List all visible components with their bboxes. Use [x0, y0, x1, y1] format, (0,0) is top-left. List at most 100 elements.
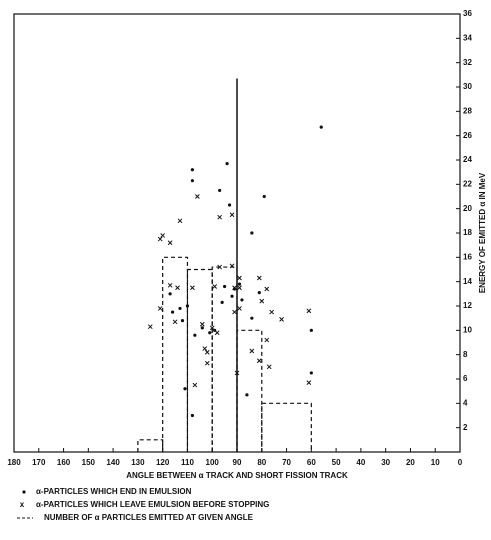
point — [180, 319, 185, 323]
x-axis-label: ANGLE BETWEEN α TRACK AND SHORT FISSION … — [126, 471, 348, 480]
point — [264, 337, 270, 343]
x-tick-label: 70 — [282, 458, 291, 467]
point — [167, 240, 173, 246]
y-tick-label: 2 — [463, 423, 468, 432]
y-tick-label: 6 — [463, 374, 468, 383]
point — [234, 370, 240, 376]
point — [227, 203, 232, 207]
y-axis-label: ENERGY OF EMITTED α IN MeV — [478, 172, 487, 293]
legend-marker — [22, 490, 26, 494]
point — [223, 284, 227, 289]
point — [147, 324, 153, 330]
legend-label: α-PARTICLES WHICH LEAVE EMULSION BEFORE … — [36, 500, 269, 509]
point — [157, 236, 163, 242]
point — [250, 231, 254, 235]
point — [229, 212, 235, 218]
x-tick-label: 60 — [307, 458, 316, 467]
x-tick-label: 170 — [32, 458, 46, 467]
point — [157, 306, 163, 311]
point — [256, 275, 262, 281]
y-tick-label: 16 — [463, 252, 472, 261]
point — [266, 364, 272, 370]
histogram-step — [162, 256, 189, 452]
y-tick-label: 34 — [463, 33, 472, 42]
point — [175, 285, 180, 291]
point — [232, 285, 237, 291]
y-tick-label: 24 — [463, 155, 472, 164]
point — [202, 346, 208, 351]
point — [167, 282, 173, 288]
point — [172, 319, 178, 325]
point — [177, 218, 183, 224]
point — [168, 292, 172, 296]
point — [306, 308, 312, 314]
point — [190, 285, 195, 291]
point — [319, 125, 323, 129]
point — [190, 168, 194, 172]
point — [209, 325, 215, 331]
x-tick-label: 120 — [156, 458, 170, 467]
point — [178, 306, 182, 311]
x-tick-label: 10 — [431, 458, 440, 467]
y-tick-label: 14 — [463, 277, 472, 286]
x-tick-label: 30 — [381, 458, 390, 467]
y-tick-label: 4 — [463, 398, 468, 407]
point — [230, 294, 234, 298]
y-tick-label: 28 — [463, 106, 472, 115]
x-tick-label: 40 — [356, 458, 365, 467]
point — [218, 188, 222, 193]
point — [279, 317, 284, 322]
x-tick-label: 110 — [181, 458, 194, 467]
point — [190, 179, 194, 183]
point — [204, 349, 210, 355]
histogram-step — [211, 266, 238, 452]
histogram-step — [186, 268, 213, 452]
point — [245, 393, 249, 397]
point — [214, 330, 220, 336]
point — [229, 263, 235, 269]
x-tick-label: 0 — [458, 458, 463, 467]
point — [264, 286, 270, 292]
point — [232, 309, 237, 315]
point — [237, 285, 242, 291]
legend-label: NUMBER OF α PARTICLES EMITTED AT GIVEN A… — [44, 513, 254, 522]
histogram-step — [137, 439, 164, 452]
y-tick-label: 10 — [463, 325, 472, 334]
point — [195, 194, 200, 199]
point — [225, 162, 229, 166]
y-tick-label: 26 — [463, 131, 472, 140]
x-tick-label: 20 — [406, 458, 415, 467]
x-tick-label: 130 — [131, 458, 145, 467]
point — [237, 275, 242, 281]
y-tick-label: 8 — [463, 350, 468, 359]
point — [220, 300, 224, 304]
x-tick-label: 160 — [57, 458, 71, 467]
y-tick-label: 20 — [463, 204, 472, 213]
point — [200, 326, 204, 330]
y-tick-label: 12 — [463, 301, 472, 310]
histogram-step — [261, 402, 312, 452]
x-tick-label: 100 — [206, 458, 220, 467]
point — [160, 233, 166, 238]
x-tick-label: 90 — [233, 458, 242, 467]
point — [309, 328, 313, 332]
point — [193, 333, 197, 337]
point — [306, 380, 312, 386]
point — [237, 306, 242, 311]
point — [170, 310, 175, 314]
point — [250, 316, 254, 320]
point — [237, 282, 242, 286]
point — [192, 382, 198, 388]
x-tick-label: 140 — [106, 458, 120, 467]
point — [259, 298, 265, 304]
x-tick-label: 180 — [7, 458, 21, 467]
point — [208, 331, 212, 335]
point — [257, 291, 261, 295]
histogram-step — [236, 329, 263, 452]
point — [217, 264, 223, 270]
legend-label: α-PARTICLES WHICH END IN EMULSION — [36, 487, 192, 496]
y-tick-label: 18 — [463, 228, 472, 237]
point — [269, 309, 275, 315]
y-tick-label: 22 — [463, 179, 472, 188]
